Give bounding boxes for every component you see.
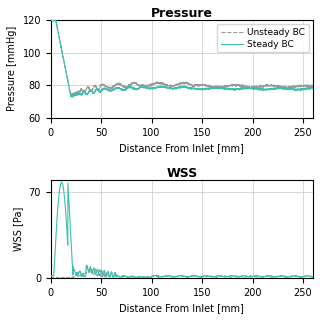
Steady BC bbox=[49, 17, 53, 21]
Title: Pressure: Pressure bbox=[151, 7, 213, 20]
Unsteady BC bbox=[49, 18, 53, 22]
Unsteady BC bbox=[65, 276, 69, 280]
Steady BC bbox=[304, 274, 308, 278]
Steady BC bbox=[304, 87, 308, 91]
Unsteady BC bbox=[85, 265, 89, 268]
Unsteady BC bbox=[256, 275, 260, 279]
Unsteady BC bbox=[304, 274, 308, 278]
Line: Steady BC: Steady BC bbox=[51, 182, 313, 277]
Unsteady BC bbox=[170, 275, 173, 278]
Unsteady BC bbox=[311, 275, 315, 279]
Unsteady BC bbox=[53, 17, 57, 20]
Title: WSS: WSS bbox=[166, 167, 197, 180]
Steady BC bbox=[60, 180, 64, 184]
Steady BC bbox=[170, 274, 173, 278]
X-axis label: Distance From Inlet [mm]: Distance From Inlet [mm] bbox=[119, 143, 244, 153]
Unsteady BC bbox=[304, 84, 308, 87]
Line: Unsteady BC: Unsteady BC bbox=[51, 19, 313, 97]
Unsteady BC bbox=[177, 274, 180, 278]
Steady BC bbox=[304, 87, 308, 91]
Unsteady BC bbox=[256, 85, 260, 89]
Steady BC bbox=[256, 274, 260, 278]
Unsteady BC bbox=[311, 85, 315, 89]
Unsteady BC bbox=[304, 274, 308, 278]
Unsteady BC bbox=[304, 84, 308, 88]
Line: Steady BC: Steady BC bbox=[51, 19, 313, 97]
Steady BC bbox=[256, 87, 260, 91]
Unsteady BC bbox=[170, 84, 173, 87]
Steady BC bbox=[70, 95, 74, 99]
Steady BC bbox=[133, 276, 137, 279]
Steady BC bbox=[311, 87, 315, 91]
Unsteady BC bbox=[69, 95, 73, 99]
Steady BC bbox=[311, 275, 315, 279]
Unsteady BC bbox=[62, 61, 66, 65]
Steady BC bbox=[49, 274, 53, 278]
Y-axis label: Pressure [mmHg]: Pressure [mmHg] bbox=[7, 26, 17, 111]
Steady BC bbox=[49, 18, 53, 22]
Steady BC bbox=[177, 85, 180, 89]
Steady BC bbox=[62, 61, 66, 65]
Steady BC bbox=[170, 86, 173, 90]
Unsteady BC bbox=[49, 276, 53, 280]
Legend: Unsteady BC, Steady BC: Unsteady BC, Steady BC bbox=[217, 24, 308, 52]
Line: Unsteady BC: Unsteady BC bbox=[51, 267, 313, 278]
Unsteady BC bbox=[177, 82, 180, 85]
Steady BC bbox=[177, 274, 180, 278]
X-axis label: Distance From Inlet [mm]: Distance From Inlet [mm] bbox=[119, 303, 244, 313]
Unsteady BC bbox=[62, 276, 66, 280]
Y-axis label: WSS [Pa]: WSS [Pa] bbox=[13, 207, 23, 251]
Steady BC bbox=[62, 193, 66, 197]
Steady BC bbox=[304, 274, 308, 278]
